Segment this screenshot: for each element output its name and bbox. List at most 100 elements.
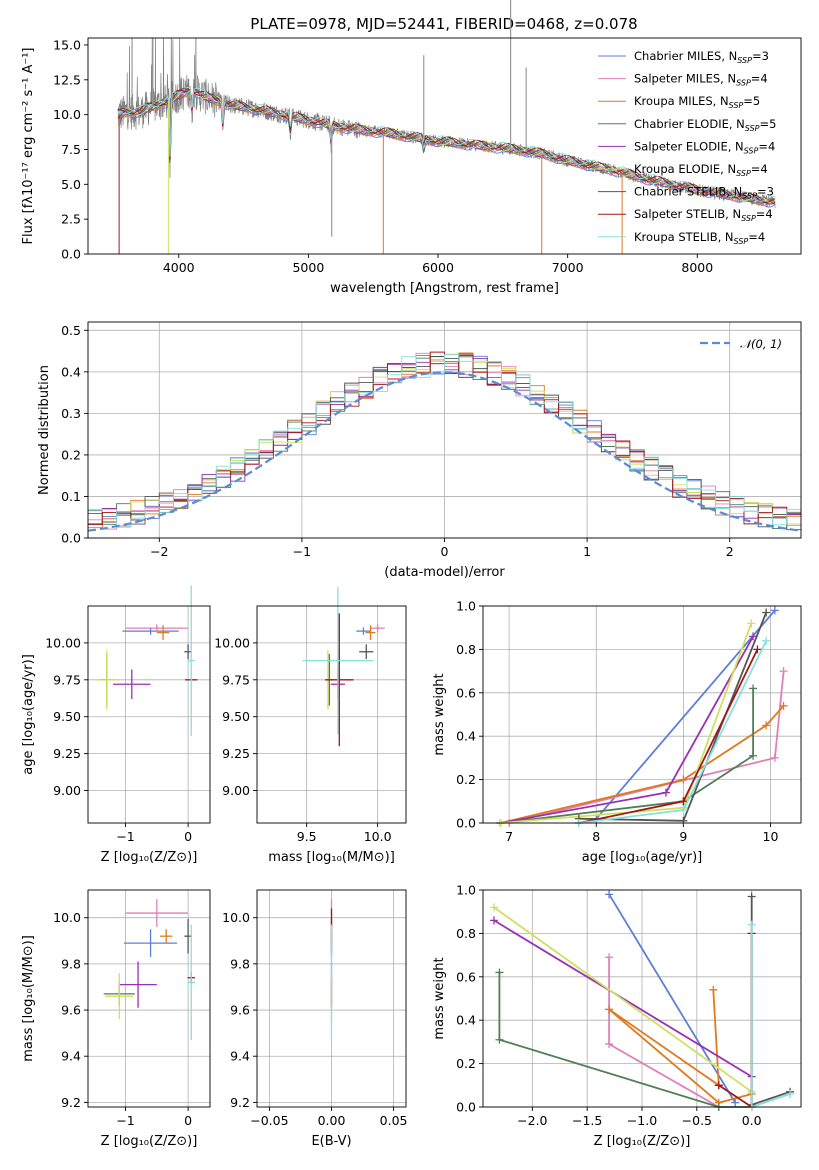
weight-marker xyxy=(747,920,756,929)
legend-value: =4 xyxy=(756,207,773,221)
weight-marker xyxy=(770,606,779,615)
weight-series-2 xyxy=(500,705,785,824)
model-spectrum-0 xyxy=(117,92,776,208)
legend-label: Chabrier MILES, NSSP=3 xyxy=(634,49,769,65)
weight-marker xyxy=(495,968,504,977)
mass-vs-ebv-xlabel: E(B-V) xyxy=(311,1134,351,1149)
x-tick-label: 0.05 xyxy=(380,1113,408,1128)
weight-marker xyxy=(779,701,788,710)
data-point xyxy=(325,613,354,747)
y-tick-label: 12.5 xyxy=(53,72,81,87)
legend-value: =4 xyxy=(758,139,775,153)
weight-marker xyxy=(489,916,498,925)
weight-series-1 xyxy=(608,957,720,1108)
legend-sub: SSP xyxy=(734,237,749,246)
x-tick-label: 6000 xyxy=(422,260,454,275)
y-tick-label: 9.25 xyxy=(222,746,250,761)
legend-name: Chabrier MILES, N xyxy=(634,49,737,63)
y-tick-label: 0.3 xyxy=(61,406,81,421)
y-tick-label: 0.4 xyxy=(456,1013,476,1028)
y-tick-label: 9.6 xyxy=(230,1003,250,1018)
mass-vs-z-axes: −1 0 9.2 9.4 9.6 9.8 10.0 xyxy=(53,890,210,1128)
weight-marker xyxy=(489,903,498,912)
legend-label: Chabrier STELIB, NSSP=3 xyxy=(634,185,774,201)
mass-vs-ebv-axes: −0.05 0.00 0.05 9.2 9.4 9.6 9.8 10.0 xyxy=(222,890,408,1128)
legend-value: =3 xyxy=(752,49,769,63)
weight-marker xyxy=(605,1040,614,1049)
x-tick-label: 1 xyxy=(583,544,591,559)
data-point xyxy=(123,929,178,957)
gaussian-curve xyxy=(87,371,802,532)
weight-vs-age-frame xyxy=(482,605,802,824)
legend-name: Salpeter ELODIE, N xyxy=(634,139,744,153)
age-vs-z-frame xyxy=(87,605,211,824)
residuals-frame xyxy=(87,321,802,539)
weight-vs-age-ylabel: mass weight xyxy=(432,673,447,755)
age-vs-z-xlabel: Z [log₁₀(Z/Z⊙)] xyxy=(101,850,198,865)
weight-marker xyxy=(749,751,758,760)
legend-label: Kroupa MILES, NSSP=5 xyxy=(634,94,760,110)
y-tick-label: 0.1 xyxy=(61,489,81,504)
legend-sub: SSP xyxy=(736,79,751,88)
weight-vs-z-frame xyxy=(482,889,802,1108)
weight-marker xyxy=(749,684,758,693)
data-point xyxy=(187,585,195,736)
x-tick-label: −0.5 xyxy=(682,1113,712,1128)
legend-value: =5 xyxy=(760,117,777,131)
y-tick-label: 9.8 xyxy=(61,956,81,971)
data-point xyxy=(187,924,195,1041)
x-tick-label: 0.00 xyxy=(318,1113,346,1128)
legend-name: Chabrier STELIB, N xyxy=(634,185,742,199)
weight-marker xyxy=(747,892,756,901)
data-point xyxy=(119,961,157,1008)
legend-name: Chabrier ELODIE, N xyxy=(634,117,745,131)
age-vs-mass-xlabel: mass [log₁₀(M/M⊙)] xyxy=(268,850,395,865)
weight-marker xyxy=(679,805,688,814)
y-tick-label: 15.0 xyxy=(53,37,81,52)
data-point xyxy=(359,644,374,660)
x-tick-label: 2 xyxy=(726,544,734,559)
y-tick-label: 0.8 xyxy=(456,642,476,657)
weight-marker xyxy=(762,721,771,730)
y-tick-label: 9.4 xyxy=(230,1049,250,1064)
y-tick-label: 0.0 xyxy=(456,1100,476,1115)
weight-series-5 xyxy=(493,906,753,1093)
y-tick-label: 9.4 xyxy=(61,1049,81,1064)
residuals-axes: −2 −1 0 1 2 0.0 0.1 0.2 0.3 0.4 0.5 xyxy=(61,322,801,559)
x-tick-label: 5000 xyxy=(292,260,324,275)
weight-series-6 xyxy=(750,896,791,1107)
y-tick-label: 10.0 xyxy=(53,910,81,925)
y-tick-label: 0.2 xyxy=(61,447,81,462)
data-point xyxy=(302,586,374,735)
weight-series-8 xyxy=(578,640,768,824)
data-point xyxy=(159,929,173,944)
legend-sub: SSP xyxy=(744,146,759,155)
age-vs-z-ylabel: age [log₁₀(age/yr)] xyxy=(21,654,36,775)
y-tick-label: 0.0 xyxy=(456,816,476,831)
y-tick-label: 9.2 xyxy=(61,1095,81,1110)
y-tick-label: 9.25 xyxy=(53,746,81,761)
y-tick-label: 10.00 xyxy=(214,635,250,650)
legend-label: Salpeter ELODIE, NSSP=4 xyxy=(634,139,775,155)
y-tick-label: 9.00 xyxy=(53,783,81,798)
y-tick-label: 10.0 xyxy=(53,107,81,122)
y-tick-label: 7.5 xyxy=(61,142,81,157)
y-tick-label: 0.5 xyxy=(61,323,81,338)
residual-histogram-8 xyxy=(87,354,801,538)
data-point xyxy=(156,625,170,640)
legend-name: Kroupa MILES, N xyxy=(634,94,729,108)
y-tick-label: 1.0 xyxy=(456,883,476,898)
weight-series-0 xyxy=(595,609,776,820)
y-tick-label: 9.6 xyxy=(61,1003,81,1018)
data-point xyxy=(105,973,134,1020)
x-tick-label: −0.05 xyxy=(250,1113,288,1128)
mass-vs-z-xlabel: Z [log₁₀(Z/Z⊙)] xyxy=(101,1134,198,1149)
y-tick-label: 10.0 xyxy=(222,910,250,925)
y-tick-label: 9.50 xyxy=(53,709,81,724)
y-tick-label: 0.8 xyxy=(456,926,476,941)
weight-marker xyxy=(709,985,718,994)
figure-title: PLATE=0978, MJD=52441, FIBERID=0468, z=0… xyxy=(250,15,637,33)
model-spectrum-6 xyxy=(117,88,776,205)
legend-sub: SSP xyxy=(737,56,752,65)
spectrum-ylabel: Flux [fλ10⁻¹⁷ erg cm⁻² s⁻¹ A⁻¹] xyxy=(21,48,36,245)
